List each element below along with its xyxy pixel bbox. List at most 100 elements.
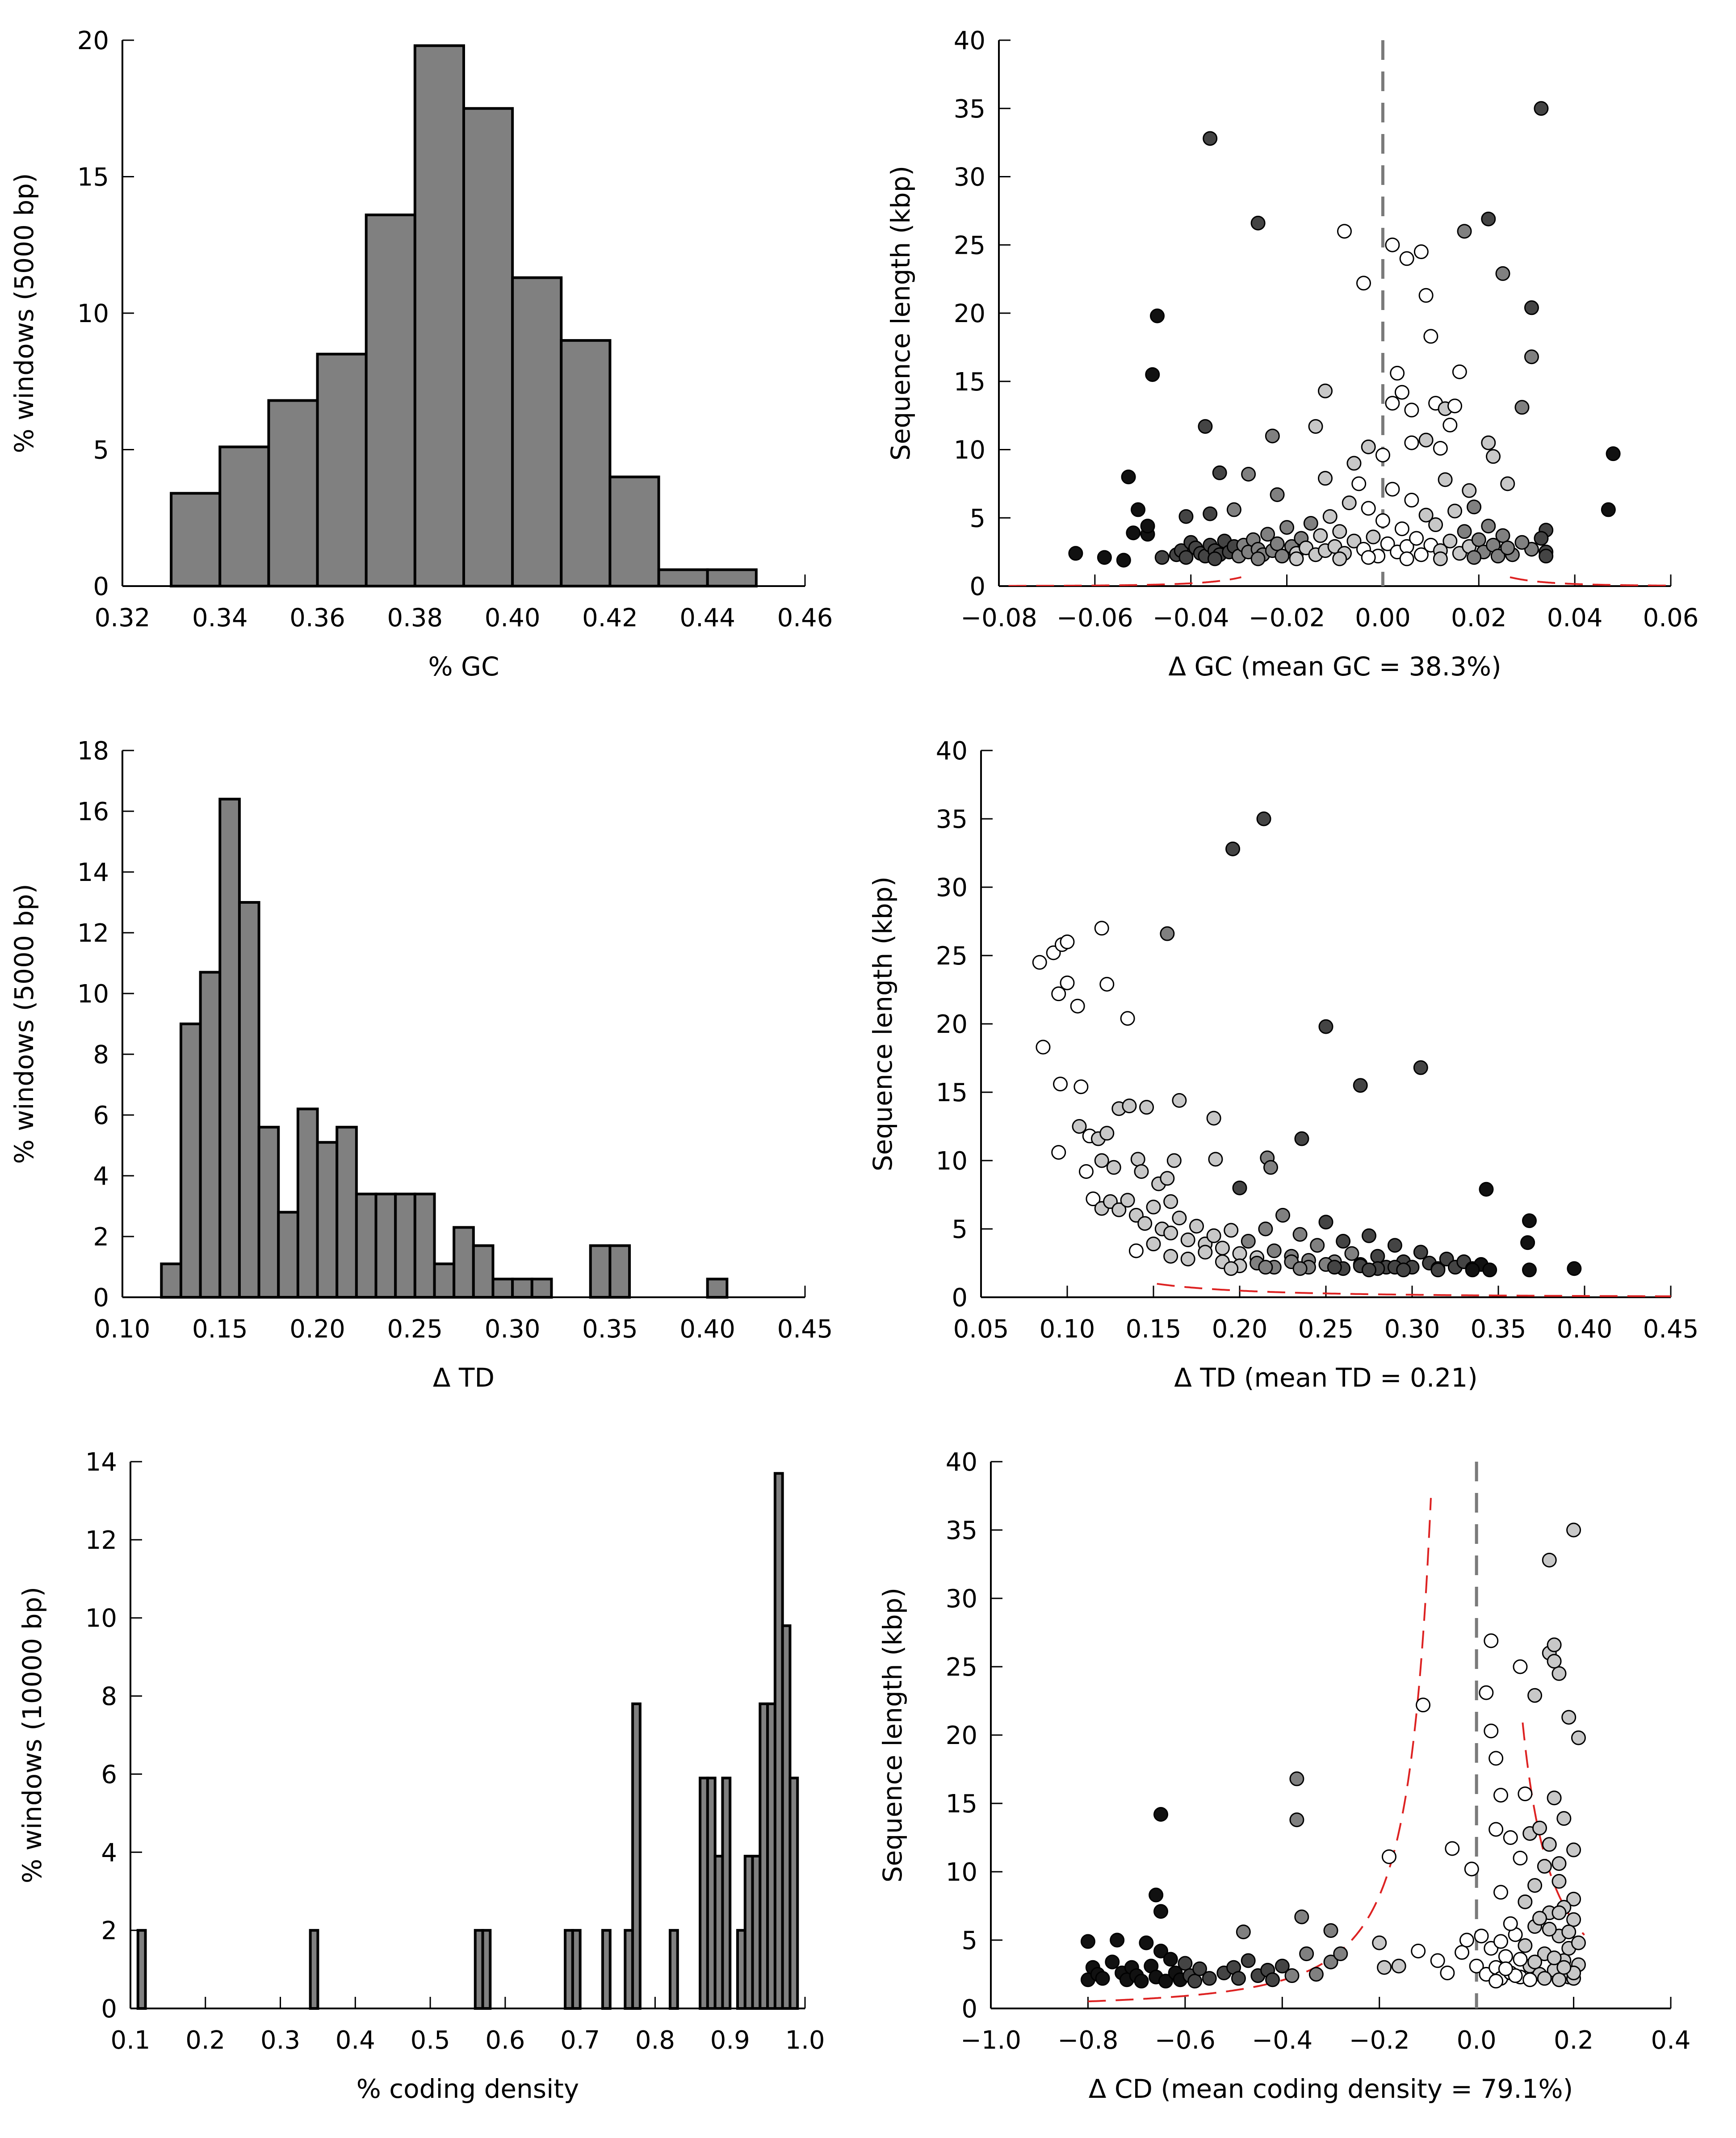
data-point xyxy=(1561,1924,1577,1940)
threshold-curve-left xyxy=(1088,1498,1432,2003)
data-point xyxy=(1486,449,1501,464)
data-point xyxy=(1153,1807,1168,1822)
x-tick-label: −0.04 xyxy=(1153,604,1229,633)
data-point xyxy=(1370,1249,1385,1264)
data-point xyxy=(1122,1098,1137,1114)
data-point xyxy=(1467,550,1482,565)
data-point xyxy=(1346,456,1362,471)
data-point xyxy=(1513,1659,1528,1674)
y-tick-label: 8 xyxy=(101,1682,117,1711)
data-point xyxy=(1332,524,1347,539)
y-tick-label: 14 xyxy=(85,1448,117,1477)
data-point xyxy=(1275,549,1290,564)
data-point xyxy=(1145,367,1160,382)
histogram-bar xyxy=(296,1107,319,1299)
data-point xyxy=(1547,1637,1562,1652)
y-tick-label: 2 xyxy=(101,1916,117,1945)
histogram-bar xyxy=(365,214,416,588)
y-tick-label: 0 xyxy=(93,1283,109,1312)
data-point xyxy=(1036,1040,1051,1055)
data-point xyxy=(1099,977,1115,992)
data-point xyxy=(1551,1874,1567,1889)
data-point xyxy=(1366,529,1381,545)
threshold-curve-left xyxy=(1008,576,1241,586)
y-tick-label: 6 xyxy=(93,1101,109,1130)
data-point xyxy=(1489,1751,1504,1766)
data-point xyxy=(1413,1245,1428,1260)
x-tick-label: 0.20 xyxy=(1212,1315,1268,1344)
data-point xyxy=(1522,1213,1537,1228)
data-point xyxy=(1073,1079,1089,1094)
x-tick-label: 0.8 xyxy=(635,2026,675,2055)
data-point xyxy=(1258,1221,1273,1237)
data-point xyxy=(1527,1954,1543,1970)
data-point xyxy=(1051,1145,1066,1160)
data-point xyxy=(1547,1950,1562,1966)
data-point xyxy=(1566,1891,1581,1907)
y-axis-label: Sequence length (kbp) xyxy=(877,1588,908,1882)
x-tick-label: 0.36 xyxy=(289,604,345,633)
histogram-bar xyxy=(571,1929,582,2010)
y-tick-label: 5 xyxy=(952,1215,968,1244)
data-point xyxy=(1180,1232,1195,1247)
y-tick-label: 10 xyxy=(946,1858,977,1887)
y-tick-label: 10 xyxy=(77,980,109,1009)
x-tick-label: 0.25 xyxy=(387,1315,443,1344)
data-point xyxy=(1518,1938,1533,1953)
data-point xyxy=(1241,466,1256,482)
y-axis-label: % windows (10000 bp) xyxy=(17,1587,47,1883)
x-axis-label: Δ TD (mean TD = 0.21) xyxy=(1174,1362,1478,1393)
data-point xyxy=(1503,1916,1518,1931)
x-tick-label: −0.08 xyxy=(960,604,1037,633)
data-point xyxy=(1566,1842,1581,1857)
y-tick-label: 10 xyxy=(936,1147,968,1176)
data-point xyxy=(1411,1943,1426,1958)
data-point xyxy=(1381,1849,1396,1864)
histogram-bar xyxy=(374,1192,397,1299)
data-point xyxy=(1380,536,1395,551)
data-point xyxy=(1462,483,1477,498)
histogram-bar xyxy=(136,1929,147,2010)
data-point xyxy=(1493,1788,1508,1803)
data-point xyxy=(1416,1698,1431,1713)
data-point xyxy=(1452,364,1467,379)
data-point xyxy=(1224,1261,1239,1276)
y-tick-label: 15 xyxy=(77,163,109,192)
data-point xyxy=(1440,1965,1455,1980)
data-point xyxy=(1556,1960,1572,1975)
data-point xyxy=(1387,1238,1402,1253)
data-point xyxy=(1299,1946,1314,1962)
data-point xyxy=(1327,1260,1342,1275)
gc-histogram-panel: 0.32 0.34 0.36 0.38 0.40 0.42 0.44 0.46 0 5 10 15 20… xyxy=(9,26,833,682)
data-point xyxy=(1375,513,1390,528)
data-point xyxy=(1547,1790,1562,1806)
data-point xyxy=(1318,1215,1333,1230)
x-tick-label: 0.15 xyxy=(1126,1315,1182,1344)
data-point xyxy=(1479,1685,1494,1700)
data-point xyxy=(1500,540,1515,555)
x-tick-label: −0.6 xyxy=(1155,2026,1216,2055)
data-point xyxy=(1356,276,1371,291)
y-tick-label: 40 xyxy=(936,737,968,766)
data-point xyxy=(1310,1238,1325,1253)
data-point xyxy=(1163,1225,1178,1241)
data-point xyxy=(1518,1894,1533,1909)
x-tick-label: 0.06 xyxy=(1643,604,1699,633)
histogram-bar xyxy=(316,352,368,587)
data-point xyxy=(1137,1216,1153,1231)
y-tick-label: 0 xyxy=(969,572,985,601)
data-point xyxy=(1534,101,1549,116)
data-point xyxy=(1522,1262,1537,1278)
histogram-bar xyxy=(277,1211,299,1299)
data-point xyxy=(1514,535,1530,550)
data-point xyxy=(1447,503,1463,519)
data-point xyxy=(1489,1822,1504,1837)
data-point xyxy=(1099,1126,1115,1141)
data-point xyxy=(1332,551,1347,566)
histogram-bar xyxy=(160,1262,182,1299)
y-tick-label: 30 xyxy=(954,163,985,192)
data-point xyxy=(1208,1152,1223,1167)
coding-density-histogram-panel: 0.1 0.2 0.3 0.4 0.5 0.6 0.7 0.8 0.9 1.0 0 2 4 6 8 10 12 1… xyxy=(17,1448,825,2104)
data-point xyxy=(1362,1262,1376,1278)
data-point xyxy=(1532,1911,1547,1926)
